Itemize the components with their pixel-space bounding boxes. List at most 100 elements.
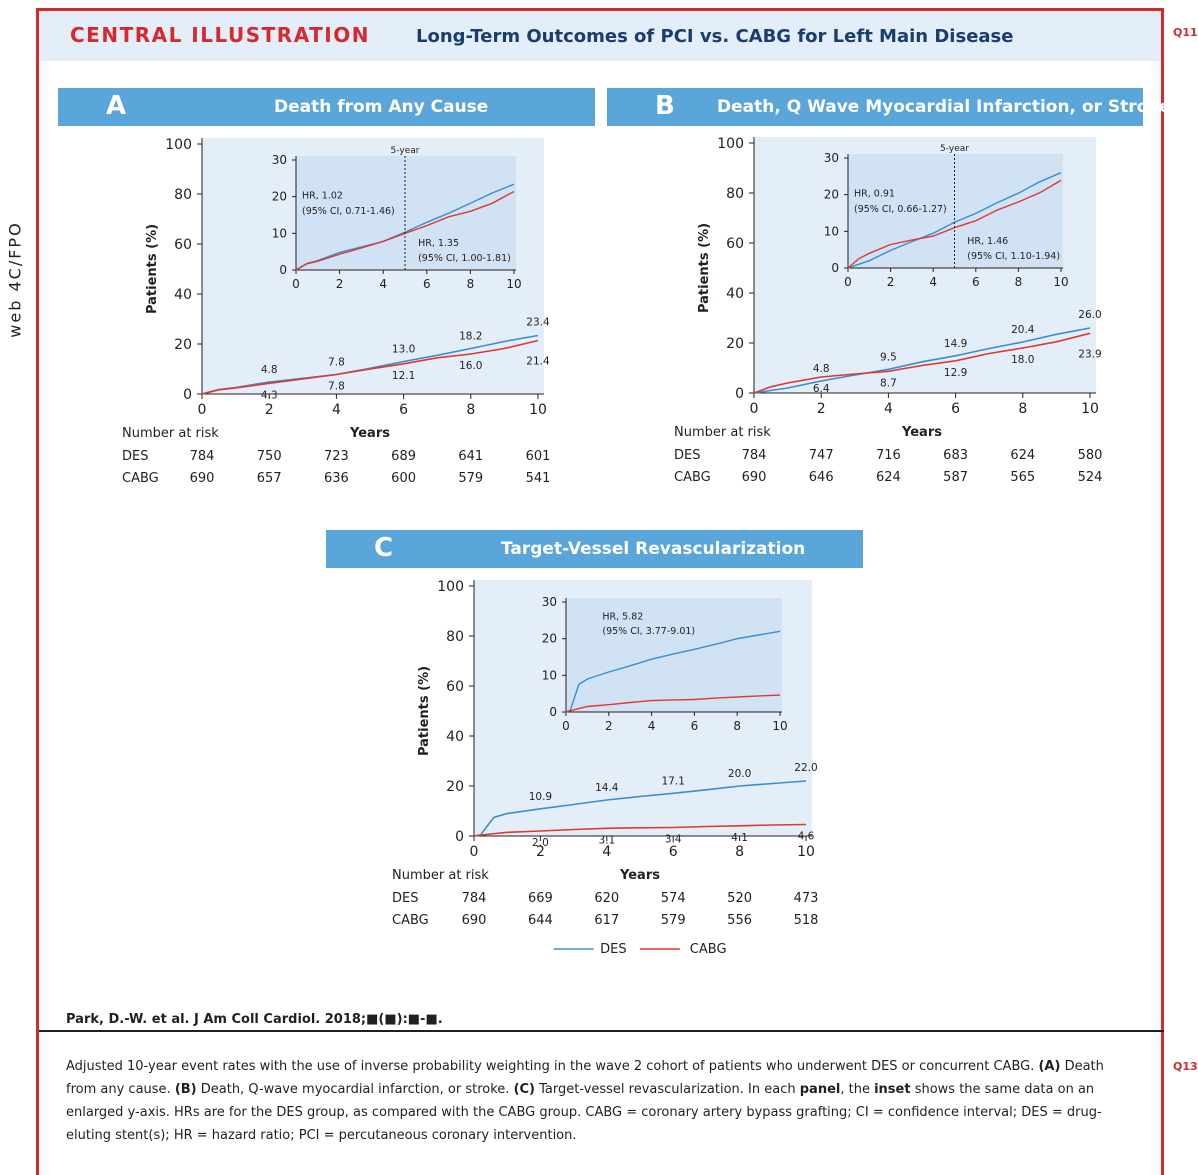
risk-value: 580 xyxy=(1078,448,1103,463)
x-tick-label: 4 xyxy=(884,401,893,417)
risk-value: 690 xyxy=(462,913,487,928)
y-tick-label: 0 xyxy=(735,386,744,402)
inset-y-tick-label: 0 xyxy=(549,705,557,719)
data-label-des: 7.8 xyxy=(328,357,345,369)
panel-title: Death from Any Cause xyxy=(274,97,489,117)
data-label-cabg: 4.1 xyxy=(731,832,748,844)
caption-text: Target-vessel revascularization. In each xyxy=(535,1082,800,1097)
y-axis-label: Patients (%) xyxy=(697,223,712,313)
data-label-cabg: 12.9 xyxy=(944,367,967,379)
risk-value: 750 xyxy=(257,449,282,464)
y-tick-label: 0 xyxy=(183,387,192,403)
inset-y-tick-label: 30 xyxy=(272,153,287,167)
inset-x-tick-label: 4 xyxy=(648,719,656,733)
data-label-des: 9.5 xyxy=(880,351,897,363)
y-tick-label: 20 xyxy=(174,337,192,353)
inset-series-line-cabg xyxy=(847,179,1062,269)
x-axis-label: Years xyxy=(619,868,660,883)
series-line-des xyxy=(473,780,807,837)
inset-y-tick-label: 10 xyxy=(824,224,839,238)
query-marker-q11: Q11 xyxy=(1173,26,1198,39)
legend-label-cabg: CABG xyxy=(690,942,727,957)
x-tick-label: 8 xyxy=(1018,401,1027,417)
risk-row-label: DES xyxy=(122,449,148,464)
risk-value: 601 xyxy=(526,449,551,464)
panel-b-header: B Death, Q Wave Myocardial Infarction, o… xyxy=(607,88,1171,126)
panel-letter: B xyxy=(655,91,675,121)
page-title: Long-Term Outcomes of PCI vs. CABG for L… xyxy=(416,26,1014,47)
caption-text: Adjusted 10-year event rates with the us… xyxy=(66,1059,1039,1074)
risk-value: 556 xyxy=(727,913,752,928)
figure-caption: Adjusted 10-year event rates with the us… xyxy=(66,1055,1131,1147)
hazard-ratio-ci-label: (95% CI, 1.10-1.94) xyxy=(967,251,1060,262)
risk-value: 644 xyxy=(528,913,553,928)
risk-table-header: Number at risk xyxy=(674,425,771,440)
hazard-ratio-ci-label: (95% CI, 1.00-1.81) xyxy=(418,253,511,264)
y-tick-label: 20 xyxy=(726,336,744,352)
risk-value: 690 xyxy=(742,470,767,485)
data-label-des: 14.4 xyxy=(595,782,619,794)
caption-text: Death, Q-wave myocardial infarction, or … xyxy=(196,1082,514,1097)
x-tick-label: 6 xyxy=(399,402,408,418)
risk-value: 617 xyxy=(594,913,619,928)
inset-area xyxy=(566,598,782,712)
y-tick-label: 80 xyxy=(726,186,744,202)
caption-inset: inset xyxy=(874,1082,911,1097)
inset-area xyxy=(296,156,516,270)
data-label-des: 22.0 xyxy=(794,762,817,774)
panel-title: Death, Q Wave Myocardial Infarction, or … xyxy=(717,97,1171,117)
risk-value: 473 xyxy=(794,891,819,906)
inset-series-line-cabg xyxy=(565,694,781,713)
data-label-des: 14.9 xyxy=(944,338,967,350)
panel-title: Target-Vessel Revascularization xyxy=(501,539,806,559)
risk-value: 636 xyxy=(324,471,349,486)
inset-x-tick-label: 8 xyxy=(467,277,475,291)
y-tick-label: 20 xyxy=(446,779,464,795)
risk-value: 574 xyxy=(661,891,686,906)
data-label-cabg: 4.3 xyxy=(261,389,278,401)
data-label-cabg: 3.4 xyxy=(665,834,682,846)
hazard-ratio-ci-label: (95% CI, 0.66-1.27) xyxy=(854,204,947,215)
inset-x-tick-label: 0 xyxy=(292,277,300,291)
caption-text: shows the same data on an enlarged y-axi… xyxy=(66,1082,1102,1143)
panel-letter: C xyxy=(374,533,394,563)
query-marker-q13: Q13 xyxy=(1173,1060,1198,1073)
central-illustration-label: CENTRAL ILLUSTRATION xyxy=(70,23,370,47)
inset-y-tick-label: 20 xyxy=(272,190,287,204)
y-tick-label: 60 xyxy=(446,679,464,695)
risk-value: 641 xyxy=(458,449,483,464)
five-year-label: 5-year xyxy=(940,144,969,154)
x-tick-label: 4 xyxy=(332,402,341,418)
inset-x-tick-label: 2 xyxy=(887,275,895,289)
inset-x-tick-label: 2 xyxy=(336,277,344,291)
inset-x-tick-label: 6 xyxy=(972,275,980,289)
y-tick-label: 60 xyxy=(726,236,744,252)
illustration-frame xyxy=(36,8,1164,1175)
data-label-des: 4.8 xyxy=(813,363,830,375)
risk-value: 624 xyxy=(1010,448,1035,463)
risk-value: 716 xyxy=(876,448,901,463)
inset-series-line-cabg xyxy=(295,190,515,271)
risk-row-label: CABG xyxy=(674,470,711,485)
inset-x-tick-label: 8 xyxy=(1015,275,1023,289)
y-tick-label: 80 xyxy=(446,629,464,645)
x-tick-label: 2 xyxy=(265,402,274,418)
data-label-des: 10.9 xyxy=(529,791,552,803)
risk-row-label: DES xyxy=(392,891,418,906)
y-tick-label: 40 xyxy=(446,729,464,745)
data-label-des: 4.8 xyxy=(261,364,278,376)
inset-area xyxy=(848,154,1063,268)
data-label-cabg: 8.7 xyxy=(880,377,897,389)
inset-x-tick-label: 8 xyxy=(733,719,741,733)
inset-y-tick-label: 20 xyxy=(824,188,839,202)
hazard-ratio-label: HR, 0.91 xyxy=(854,189,895,200)
y-tick-label: 0 xyxy=(455,829,464,845)
hazard-ratio-label: HR, 5.82 xyxy=(602,612,643,623)
x-tick-label: 2 xyxy=(536,844,545,860)
data-label-cabg: 6.4 xyxy=(813,383,830,395)
caption-text: , the xyxy=(840,1082,875,1097)
y-axis-label: Patients (%) xyxy=(145,224,160,314)
series-line-cabg xyxy=(753,332,1091,394)
x-tick-label: 2 xyxy=(817,401,826,417)
